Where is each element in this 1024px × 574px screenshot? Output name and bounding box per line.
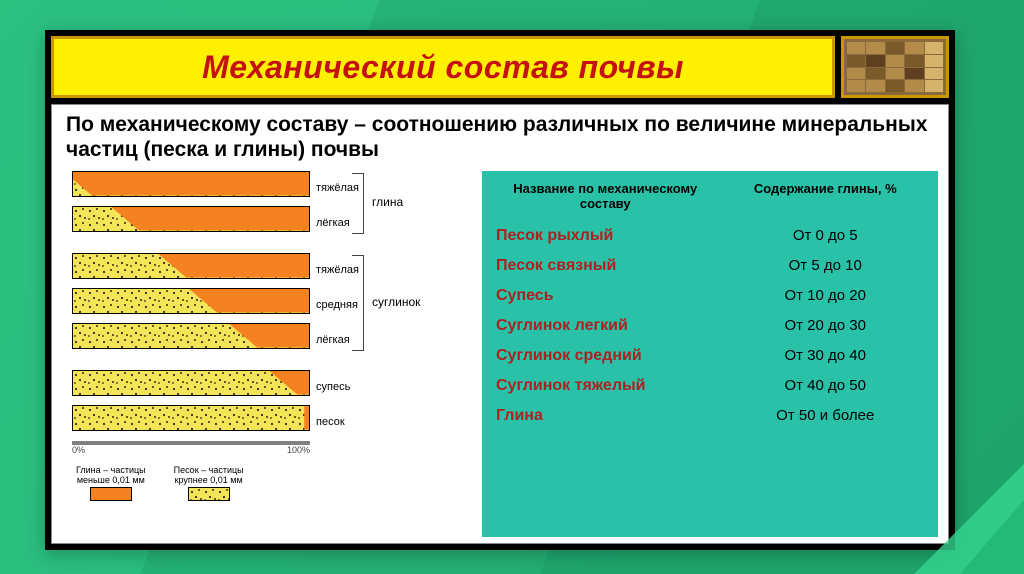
group-label: суглинок <box>372 295 420 309</box>
table-cell-value: От 10 до 20 <box>720 281 930 311</box>
content-panel: По механическому составу – соотношению р… <box>51 104 949 544</box>
axis-min: 0% <box>72 445 85 455</box>
table-cell-name: Песок связный <box>490 251 720 281</box>
group-bracket <box>352 255 364 351</box>
bar-row: лёгкая <box>72 206 478 241</box>
table-cell-value: От 5 до 10 <box>720 251 930 281</box>
soil-table: Название по механическому составуСодержа… <box>482 171 938 537</box>
slide-title: Механический состав почвы <box>202 49 684 86</box>
table-cell-name: Суглинок средний <box>490 341 720 371</box>
bar-row: тяжёлая <box>72 253 478 288</box>
bar-label: супесь <box>316 381 366 393</box>
bar-row: лёгкая <box>72 323 478 358</box>
table-cell-name: Супесь <box>490 281 720 311</box>
subtitle: По механическому составу – соотношению р… <box>52 105 948 165</box>
bar-diagram: тяжёлаялёгкаятяжёлаясредняялёгкаясупесьп… <box>52 165 482 543</box>
table-cell-name: Глина <box>490 401 720 431</box>
bar-row: песок <box>72 405 478 440</box>
table-cell-value: От 50 и более <box>720 401 930 431</box>
bar-row: тяжёлая <box>72 171 478 206</box>
group-bracket <box>352 173 364 234</box>
group-label: глина <box>372 195 403 209</box>
table-cell-name: Суглинок легкий <box>490 311 720 341</box>
title-box: Механический состав почвы <box>51 36 835 98</box>
table-cell-value: От 20 до 30 <box>720 311 930 341</box>
corner-accent <box>874 464 1024 574</box>
slide: Механический состав почвы По механическо… <box>45 30 955 550</box>
legend: Глина – частицы меньше 0,01 мм Песок – ча… <box>76 465 478 501</box>
axis-max: 100% <box>287 445 310 455</box>
bar-row: супесь <box>72 370 478 405</box>
table-cell-value: От 0 до 5 <box>720 221 930 251</box>
bar-label: песок <box>316 416 366 428</box>
header-thumbnail <box>841 36 949 98</box>
table-cell-name: Песок рыхлый <box>490 221 720 251</box>
table-header: Содержание глины, % <box>720 177 930 221</box>
legend-item: Песок – частицы крупнее 0,01 мм <box>174 465 244 501</box>
table-header: Название по механическому составу <box>490 177 720 221</box>
table-cell-value: От 30 до 40 <box>720 341 930 371</box>
legend-item: Глина – частицы меньше 0,01 мм <box>76 465 146 501</box>
table-cell-value: От 40 до 50 <box>720 371 930 401</box>
table-cell-name: Суглинок тяжелый <box>490 371 720 401</box>
